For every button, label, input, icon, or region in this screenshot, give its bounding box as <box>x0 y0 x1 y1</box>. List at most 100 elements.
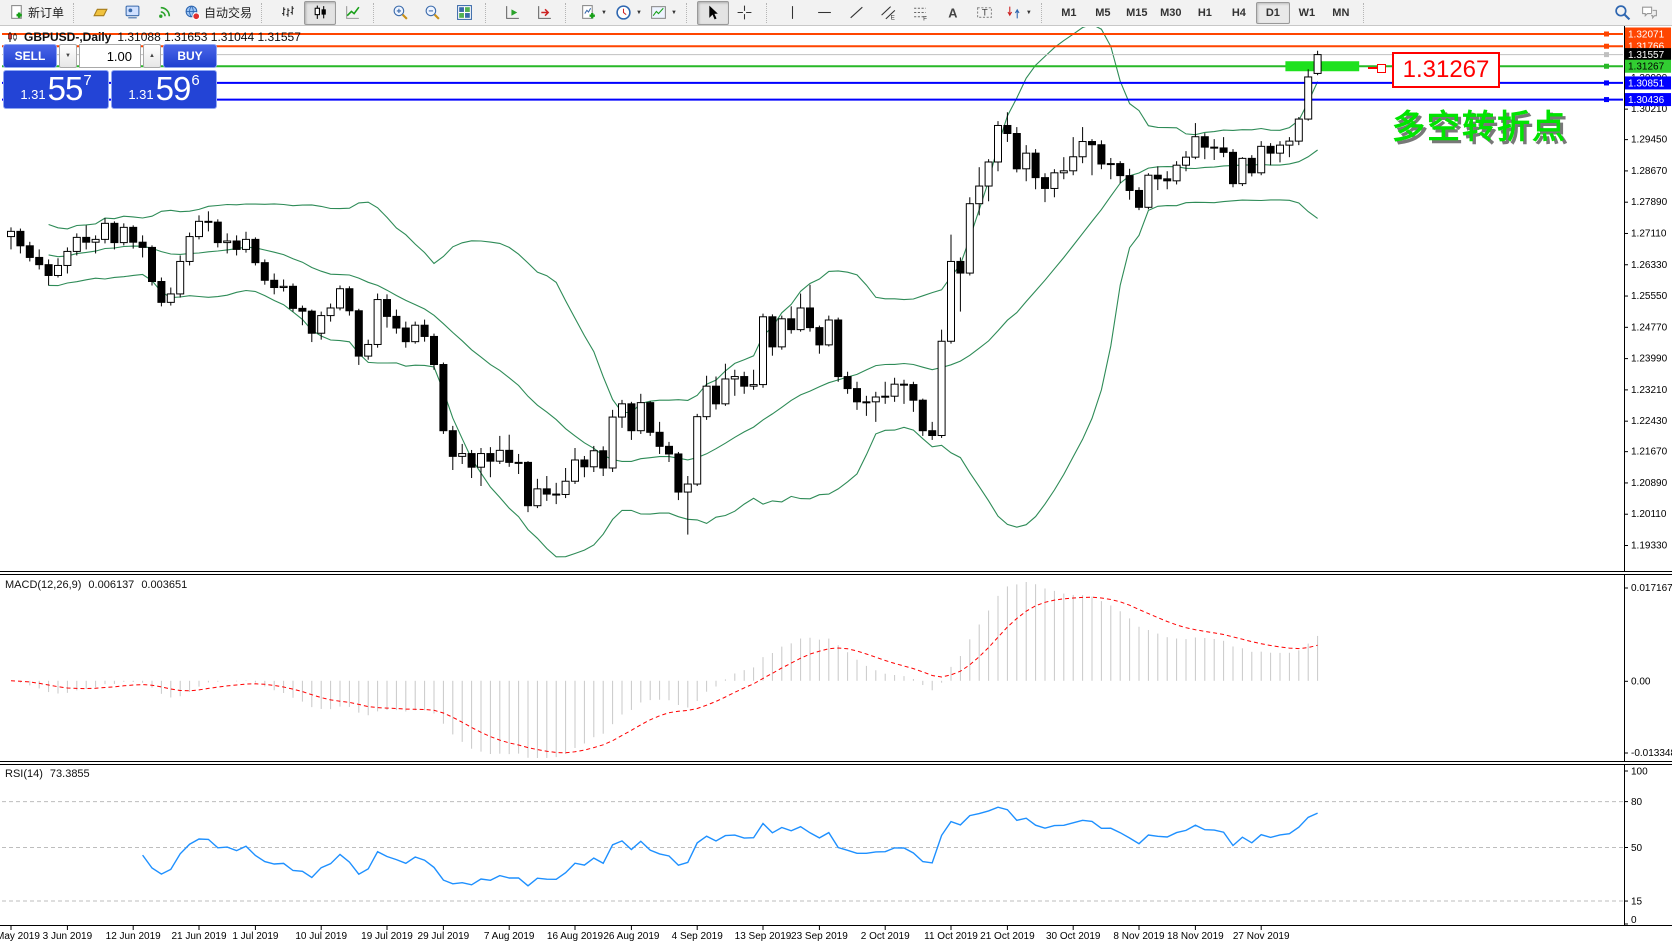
text-button[interactable]: A <box>937 1 969 25</box>
svg-text:11 Oct 2019: 11 Oct 2019 <box>924 931 978 942</box>
timeframe-button-M30[interactable]: M30 <box>1160 6 1182 19</box>
macd-main-value: 0.006137 <box>88 579 135 591</box>
timeframe-button-H4[interactable]: H4 <box>1231 6 1246 19</box>
timeframe-button-W1[interactable]: W1 <box>1298 6 1316 19</box>
timeframe-button-M15[interactable]: M15 <box>1126 6 1148 19</box>
svg-text:80: 80 <box>1631 797 1643 808</box>
toolbar-separator <box>73 2 80 23</box>
tile-windows-button[interactable] <box>448 1 480 25</box>
candlestick-chart-button[interactable] <box>304 0 337 25</box>
timeframe-button-M1[interactable]: M1 <box>1061 6 1077 19</box>
toolbar: 新订单 自动交易 <box>0 0 1672 26</box>
toolbar-separator <box>373 2 380 23</box>
sell-price-sup: 7 <box>83 72 92 89</box>
volume-decrease-button[interactable]: ▼ <box>59 44 77 68</box>
clock-icon <box>616 5 631 20</box>
search-icon[interactable] <box>1614 4 1631 21</box>
svg-text:30 Oct 2019: 30 Oct 2019 <box>1046 931 1101 942</box>
toolbar-separator <box>685 2 693 23</box>
toolbar-separator <box>1040 2 1048 23</box>
svg-text:-0.013348: -0.013348 <box>1631 748 1672 759</box>
cursor-button[interactable] <box>696 0 729 25</box>
zoom-out-button[interactable] <box>416 1 448 25</box>
zoom-out-icon <box>425 5 440 20</box>
vertical-line-icon <box>792 6 794 19</box>
svg-text:1.20110: 1.20110 <box>1631 509 1667 520</box>
panel-separator-rsi[interactable] <box>0 761 1672 765</box>
buy-price-box[interactable]: 1.31 59 6 <box>111 70 217 109</box>
svg-text:15: 15 <box>1631 897 1643 908</box>
tile-windows-icon <box>456 5 472 20</box>
svg-text:1.30436: 1.30436 <box>1628 95 1665 106</box>
fibonacci-icon: F <box>914 7 928 21</box>
svg-text:8 Nov 2019: 8 Nov 2019 <box>1113 931 1165 942</box>
svg-text:1.23210: 1.23210 <box>1631 385 1668 396</box>
panel-separator-macd[interactable] <box>0 571 1672 575</box>
sell-price-box[interactable]: 1.31 55 7 <box>3 70 109 109</box>
timeframe-button-M5[interactable]: M5 <box>1095 6 1111 19</box>
macd-signal-value: 0.003651 <box>141 579 188 591</box>
line-chart-button[interactable] <box>336 1 368 25</box>
svg-text:23 Sep 2019: 23 Sep 2019 <box>791 931 848 942</box>
metaeditor-button[interactable] <box>84 1 116 25</box>
zoom-in-button[interactable] <box>384 1 416 25</box>
terminal-button[interactable] <box>116 1 148 25</box>
volume-increase-button[interactable]: ▲ <box>143 44 161 68</box>
vertical-line-button[interactable] <box>777 1 809 25</box>
horizontal-line-button[interactable] <box>809 1 841 25</box>
svg-text:1.25550: 1.25550 <box>1631 291 1668 302</box>
sell-price-big: 55 <box>47 70 84 107</box>
svg-text:13 Sep 2019: 13 Sep 2019 <box>735 931 792 942</box>
fibonacci-button[interactable]: F <box>905 1 937 25</box>
macd-name: MACD(12,26,9) <box>5 579 82 591</box>
svg-text:1.21670: 1.21670 <box>1631 447 1668 458</box>
one-click-trading-panel: SELL ▼ 1.00 ▲ BUY 1.31 55 7 1.31 59 6 <box>3 44 217 109</box>
chat-icon[interactable] <box>1641 4 1658 21</box>
svg-text:A: A <box>949 5 958 20</box>
svg-text:1.22430: 1.22430 <box>1631 416 1668 427</box>
autotrading-button[interactable]: 自动交易 <box>180 1 256 25</box>
svg-text:1.23990: 1.23990 <box>1631 354 1668 365</box>
channel-button[interactable]: E <box>873 1 905 25</box>
cursor-icon <box>709 5 719 20</box>
equidistant-channel-icon: E <box>881 6 896 21</box>
svg-text:1.30210: 1.30210 <box>1631 104 1668 115</box>
bar-chart-button[interactable] <box>272 1 304 25</box>
shapes-button[interactable]: ▼ <box>1001 1 1036 25</box>
buy-button[interactable]: BUY <box>163 44 217 68</box>
symbol-period-label: GBPUSD-,Daily <box>24 30 112 44</box>
timeframe-button-D1[interactable]: D1 <box>1255 1 1290 24</box>
new-order-button[interactable]: 新订单 <box>4 1 68 25</box>
indicators-button[interactable]: ▼ <box>576 1 611 25</box>
periods-button[interactable]: ▼ <box>611 1 646 25</box>
text-label-button[interactable]: T <box>969 1 1001 25</box>
chart-shift-button[interactable] <box>528 1 560 25</box>
svg-text:4 Sep 2019: 4 Sep 2019 <box>672 931 724 942</box>
text-icon: A <box>949 5 958 20</box>
trendline-icon <box>850 6 864 19</box>
signals-button[interactable] <box>148 1 180 25</box>
svg-text:12 Jun 2019: 12 Jun 2019 <box>106 931 161 942</box>
auto-scroll-button[interactable] <box>496 1 528 25</box>
note-text[interactable]: 多空转折点 <box>1392 108 1567 145</box>
trendline-button[interactable] <box>841 1 873 25</box>
svg-text:16 Aug 2019: 16 Aug 2019 <box>547 931 604 942</box>
text-label-icon: T <box>977 7 993 19</box>
chart-shift-icon <box>537 6 551 19</box>
templates-button[interactable]: ▼ <box>646 1 681 25</box>
crosshair-icon <box>737 5 752 20</box>
price-callout[interactable]: 1.31267 <box>1392 52 1500 88</box>
crosshair-button[interactable] <box>729 1 761 25</box>
shapes-dropdown-arrow: ▼ <box>1025 9 1032 16</box>
toolbar-separator <box>1362 2 1370 23</box>
volume-input[interactable]: 1.00 <box>79 44 141 68</box>
price-callout-handle[interactable] <box>1377 64 1386 73</box>
indicators-dropdown-arrow: ▼ <box>601 9 607 16</box>
timeframe-button-MN[interactable]: MN <box>1332 6 1350 19</box>
timeframe-button-H1[interactable]: H1 <box>1197 6 1212 19</box>
svg-text:1.27890: 1.27890 <box>1631 197 1668 208</box>
svg-text:18 Nov 2019: 18 Nov 2019 <box>1167 931 1224 942</box>
svg-text:1.31557: 1.31557 <box>1628 50 1665 61</box>
sell-button[interactable]: SELL <box>3 44 57 68</box>
